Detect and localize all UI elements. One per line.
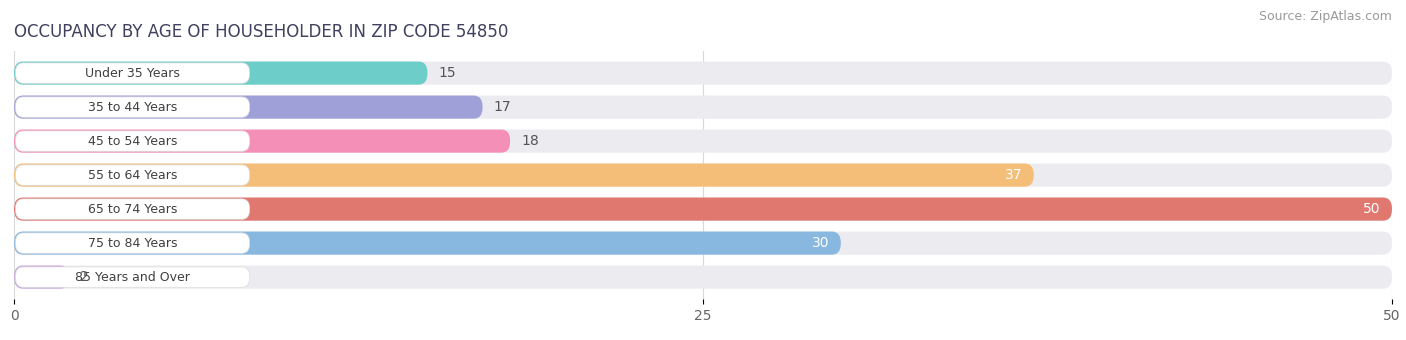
Text: 35 to 44 Years: 35 to 44 Years xyxy=(89,101,177,114)
FancyBboxPatch shape xyxy=(14,266,69,289)
Text: 45 to 54 Years: 45 to 54 Years xyxy=(87,135,177,148)
Text: 37: 37 xyxy=(1005,168,1022,182)
FancyBboxPatch shape xyxy=(14,164,1392,187)
Text: 2: 2 xyxy=(80,270,89,284)
Text: 65 to 74 Years: 65 to 74 Years xyxy=(87,203,177,216)
FancyBboxPatch shape xyxy=(14,198,1392,221)
FancyBboxPatch shape xyxy=(15,199,250,219)
FancyBboxPatch shape xyxy=(14,130,510,153)
FancyBboxPatch shape xyxy=(14,232,841,255)
FancyBboxPatch shape xyxy=(14,266,1392,289)
Text: 30: 30 xyxy=(813,236,830,250)
FancyBboxPatch shape xyxy=(15,63,250,83)
Text: 15: 15 xyxy=(439,66,456,80)
Text: 85 Years and Over: 85 Years and Over xyxy=(75,271,190,284)
FancyBboxPatch shape xyxy=(14,96,1392,119)
Text: 50: 50 xyxy=(1364,202,1381,216)
FancyBboxPatch shape xyxy=(15,97,250,117)
Text: 17: 17 xyxy=(494,100,512,114)
FancyBboxPatch shape xyxy=(14,62,1392,85)
FancyBboxPatch shape xyxy=(14,96,482,119)
FancyBboxPatch shape xyxy=(14,130,1392,153)
Text: OCCUPANCY BY AGE OF HOUSEHOLDER IN ZIP CODE 54850: OCCUPANCY BY AGE OF HOUSEHOLDER IN ZIP C… xyxy=(14,23,509,41)
Text: 75 to 84 Years: 75 to 84 Years xyxy=(87,237,177,250)
FancyBboxPatch shape xyxy=(15,165,250,185)
Text: Source: ZipAtlas.com: Source: ZipAtlas.com xyxy=(1258,10,1392,23)
FancyBboxPatch shape xyxy=(14,164,1033,187)
FancyBboxPatch shape xyxy=(15,131,250,151)
Text: 18: 18 xyxy=(522,134,538,148)
Text: Under 35 Years: Under 35 Years xyxy=(86,67,180,80)
FancyBboxPatch shape xyxy=(15,267,250,287)
FancyBboxPatch shape xyxy=(14,198,1392,221)
FancyBboxPatch shape xyxy=(14,62,427,85)
FancyBboxPatch shape xyxy=(14,232,1392,255)
FancyBboxPatch shape xyxy=(15,233,250,253)
Text: 55 to 64 Years: 55 to 64 Years xyxy=(87,169,177,182)
